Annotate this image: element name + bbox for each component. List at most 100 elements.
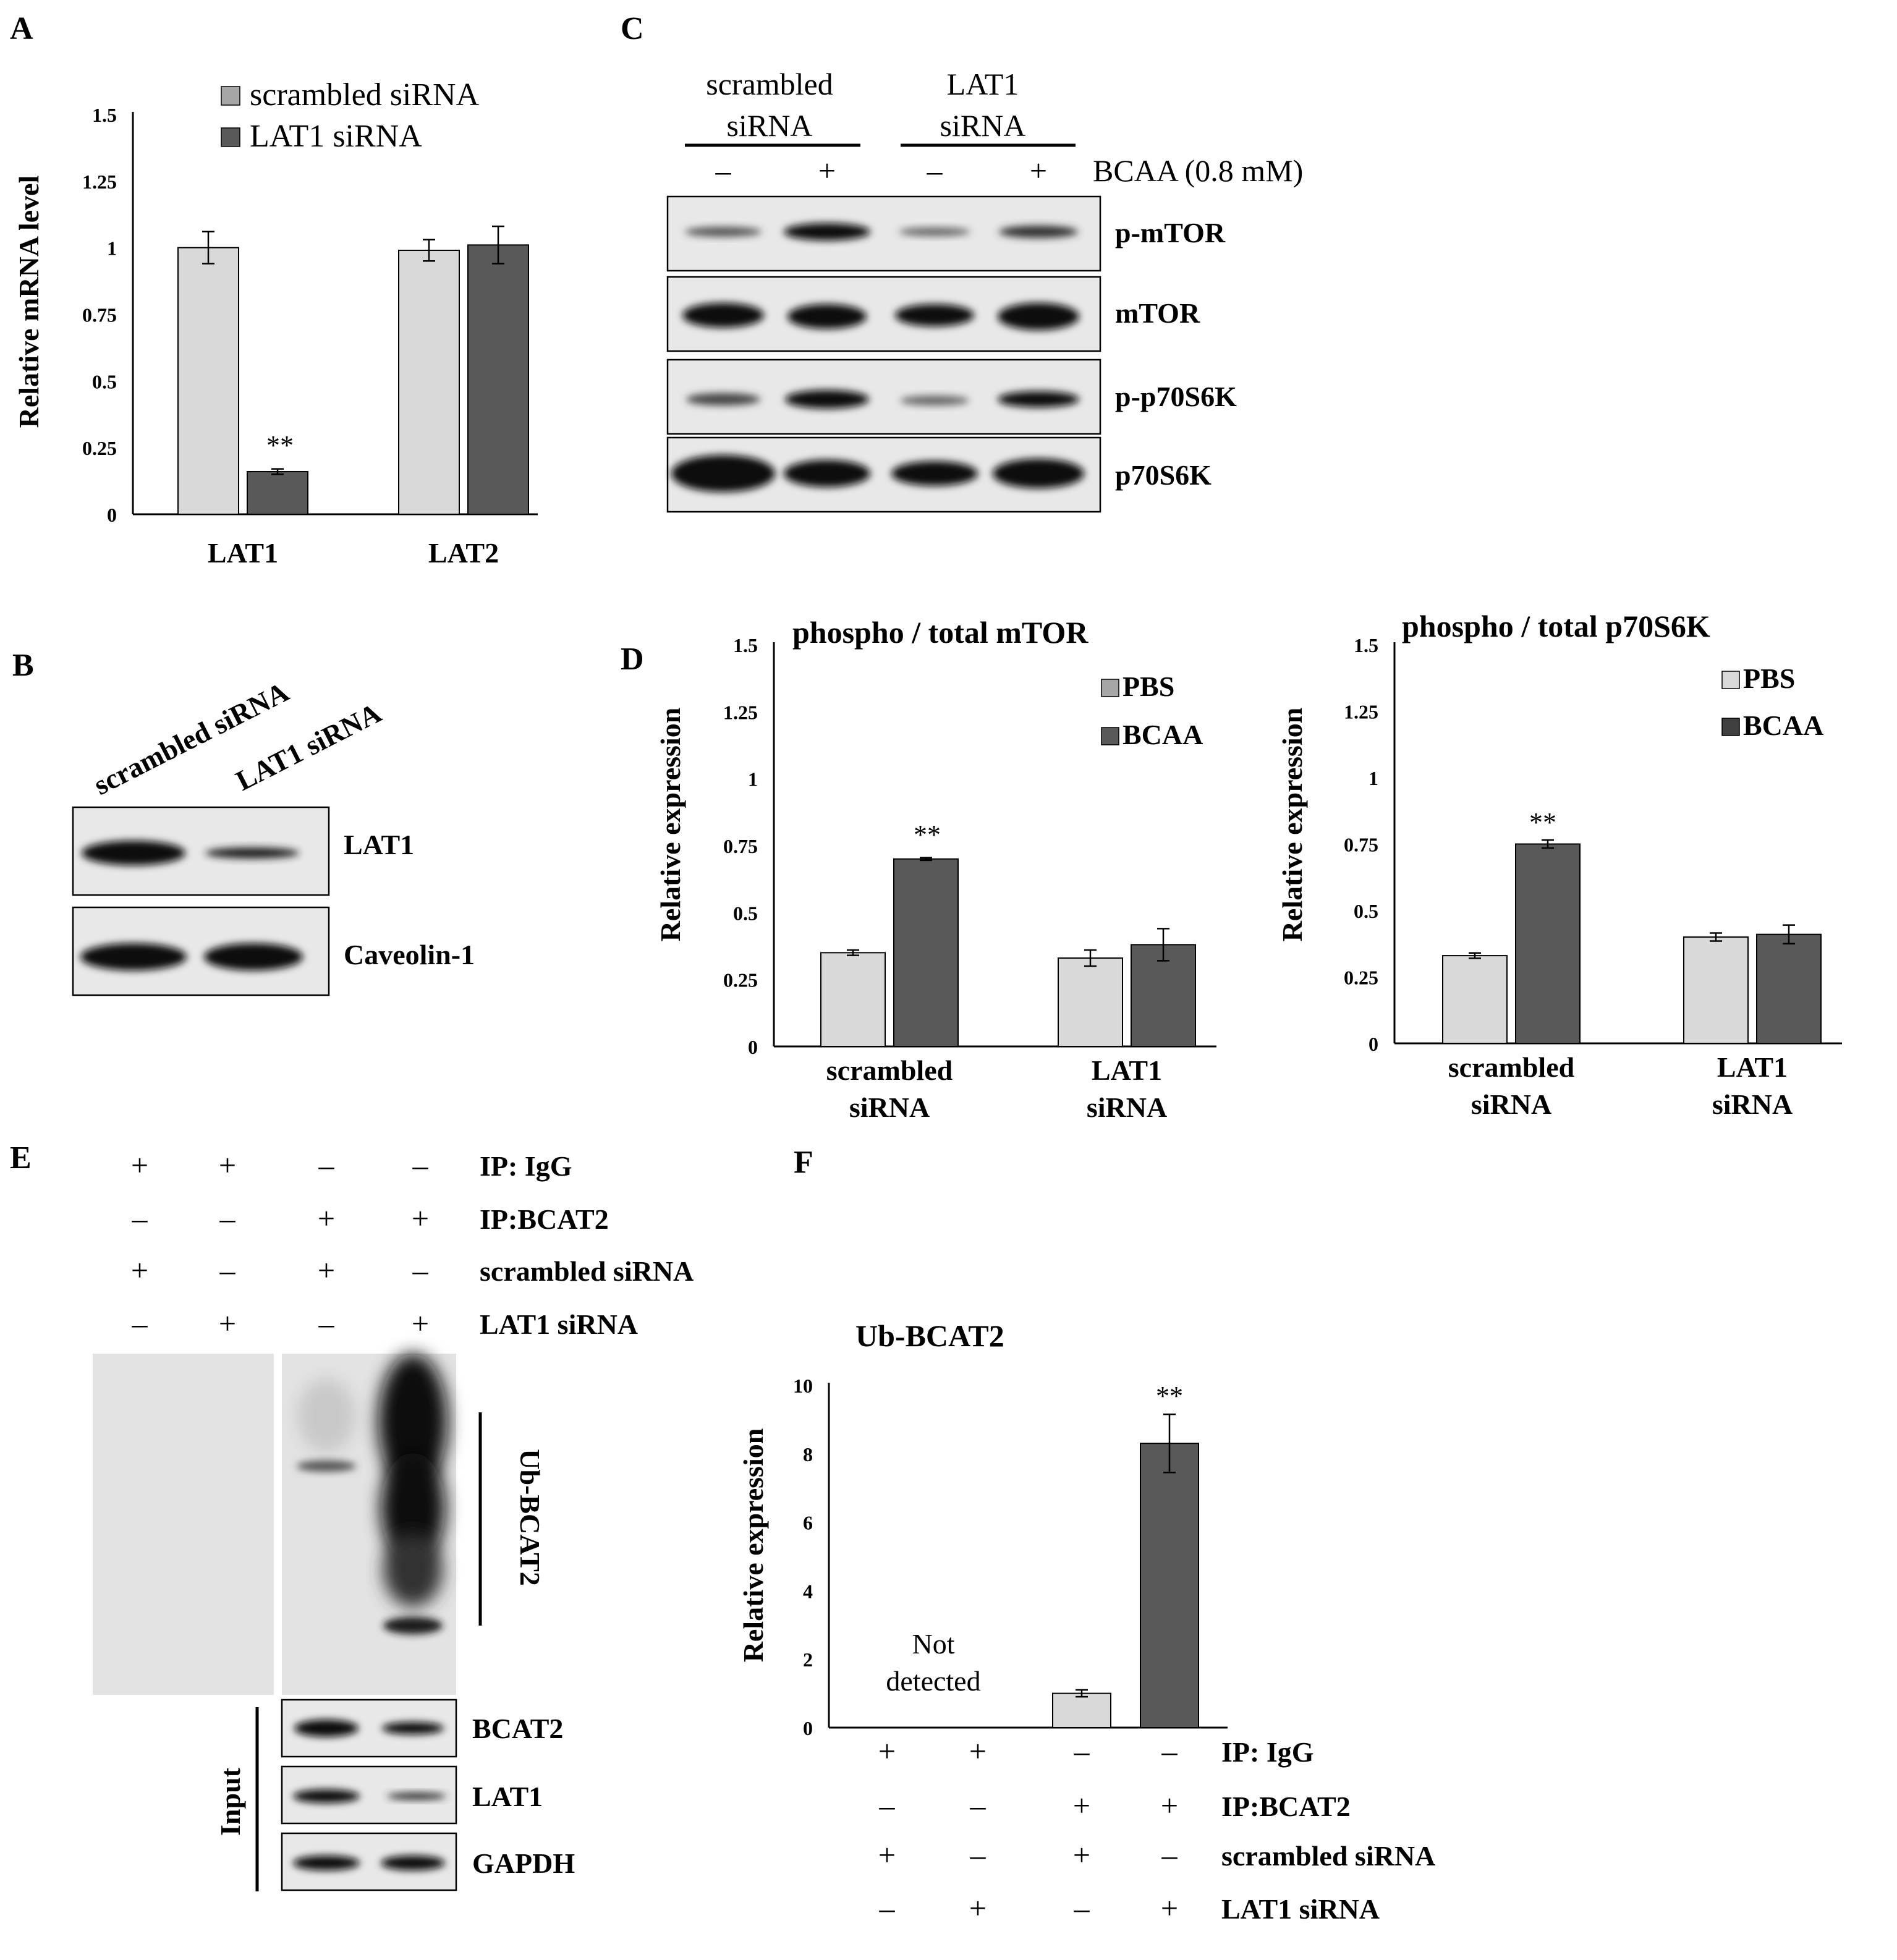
bar bbox=[177, 247, 239, 515]
band bbox=[80, 943, 187, 970]
condition-sign: – bbox=[412, 1148, 429, 1182]
chart-d-mtor-annotation: ** bbox=[914, 820, 941, 850]
smear bbox=[383, 1533, 443, 1607]
condition-sign: + bbox=[969, 1891, 987, 1925]
bar bbox=[1058, 957, 1123, 1047]
band bbox=[383, 1617, 443, 1634]
chart-a-legend: scrambled siRNA LAT1 siRNA bbox=[221, 77, 480, 154]
chart-f: Ub-BCAT2 Relative expression ** Not dete… bbox=[737, 1318, 1435, 1925]
condition-sign: – bbox=[1074, 1734, 1090, 1768]
y-tick-label: 1.5 bbox=[92, 104, 117, 126]
blot-b-label-caveolin: Caveolin-1 bbox=[344, 939, 475, 970]
y-tick-label: 0.75 bbox=[1344, 834, 1378, 856]
blot-c-label-mtor: mTOR bbox=[1115, 297, 1200, 329]
y-tick-label: 1.25 bbox=[1344, 701, 1378, 723]
y-tick-label: 8 bbox=[803, 1443, 813, 1466]
band bbox=[998, 391, 1079, 407]
y-tick-label: 1.25 bbox=[82, 171, 117, 193]
y-tick-label: 4 bbox=[803, 1580, 813, 1602]
smear bbox=[298, 1378, 355, 1453]
bar bbox=[1131, 944, 1196, 1048]
chart-a: Relative mRNA level scrambled siRNA LAT1… bbox=[13, 77, 538, 569]
band bbox=[297, 1461, 356, 1472]
y-tick-label: 1 bbox=[107, 237, 117, 260]
x-tick-label: siRNA bbox=[849, 1092, 930, 1123]
chart-d-p70s6k-ylabel: Relative expression bbox=[1276, 708, 1308, 942]
band bbox=[900, 396, 969, 405]
band bbox=[891, 461, 978, 486]
condition-sign: – bbox=[132, 1201, 148, 1236]
legend-label-bcaa: BCAA bbox=[1743, 710, 1823, 741]
panel-c-treatment-label: BCAA (0.8 mM) bbox=[1093, 153, 1303, 188]
legend-label-pbs: PBS bbox=[1743, 663, 1795, 694]
condition-sign: – bbox=[879, 1891, 896, 1925]
condition-sign: + bbox=[318, 1201, 335, 1236]
chart-f-row-label-3: scrambled siRNA bbox=[1221, 1840, 1435, 1872]
condition-sign: – bbox=[1074, 1891, 1090, 1925]
x-tick-label: LAT2 bbox=[428, 537, 499, 569]
bar bbox=[1052, 1692, 1111, 1729]
panel-c-group-1-line-2: siRNA bbox=[727, 108, 813, 143]
band bbox=[293, 1789, 360, 1803]
bar bbox=[1442, 955, 1508, 1044]
condition-sign: + bbox=[412, 1306, 429, 1341]
panel-c-sign-1: – bbox=[715, 153, 732, 188]
panel-c-sign-2: + bbox=[818, 153, 836, 188]
y-tick-label: 0.75 bbox=[723, 835, 758, 857]
band bbox=[204, 943, 303, 970]
legend-swatch-scrambled bbox=[221, 86, 240, 106]
smear bbox=[378, 1354, 448, 1490]
chart-d-p70s6k: phospho / total p70S6K Relative expressi… bbox=[1276, 609, 1842, 1120]
chart-d-mtor-legend: PBS BCAA bbox=[1101, 671, 1203, 750]
x-tick-label: LAT1 bbox=[208, 537, 278, 569]
panel-b: scrambled siRNA LAT1 siRNA LAT1 Caveolin… bbox=[72, 676, 475, 996]
chart-d-mtor-ylabel: Relative expression bbox=[655, 708, 686, 942]
condition-sign: – bbox=[132, 1306, 148, 1341]
blot-e-label-lat1: LAT1 bbox=[472, 1781, 543, 1812]
blot-e-igg bbox=[93, 1354, 274, 1695]
condition-sign: + bbox=[1161, 1788, 1178, 1823]
band bbox=[785, 390, 869, 409]
band bbox=[682, 303, 764, 328]
legend-swatch-lat1 bbox=[221, 127, 240, 147]
y-tick-label: 0.25 bbox=[1344, 967, 1378, 989]
y-tick-label: 1 bbox=[748, 768, 758, 791]
condition-sign: + bbox=[219, 1306, 236, 1341]
band bbox=[998, 303, 1079, 330]
legend-label-lat1: LAT1 siRNA bbox=[250, 119, 422, 154]
y-tick-label: 0.25 bbox=[723, 969, 758, 991]
y-tick-label: 2 bbox=[803, 1648, 813, 1671]
chart-d-mtor: phospho / total mTOR Relative expression… bbox=[655, 615, 1216, 1123]
condition-sign: + bbox=[131, 1148, 148, 1182]
chart-d-mtor-title: phospho / total mTOR bbox=[792, 615, 1089, 650]
panel-e-row-label-1: IP: IgG bbox=[480, 1150, 572, 1182]
condition-sign: + bbox=[878, 1734, 896, 1768]
condition-sign: – bbox=[219, 1201, 236, 1236]
band bbox=[784, 460, 870, 487]
band bbox=[82, 841, 185, 865]
panel-label-a: A bbox=[10, 11, 33, 46]
legend-swatch-pbs bbox=[1721, 671, 1740, 689]
chart-f-row-label-1: IP: IgG bbox=[1221, 1736, 1314, 1768]
y-tick-label: 0 bbox=[803, 1717, 813, 1739]
condition-sign: + bbox=[131, 1253, 148, 1288]
chart-a-annotation: ** bbox=[266, 430, 294, 460]
band bbox=[999, 226, 1078, 238]
x-tick-label: siRNA bbox=[1712, 1088, 1793, 1120]
condition-sign: – bbox=[879, 1788, 896, 1823]
blot-e-label-gapdh: GAPDH bbox=[472, 1848, 575, 1879]
ub-bracket-label: Ub-BCAT2 bbox=[514, 1449, 546, 1586]
panel-e-row-label-4: LAT1 siRNA bbox=[480, 1309, 638, 1340]
chart-f-ylabel: Relative expression bbox=[737, 1428, 769, 1663]
chart-f-row-label-4: LAT1 siRNA bbox=[1221, 1893, 1380, 1925]
y-tick-label: 0.25 bbox=[82, 437, 117, 459]
condition-sign: – bbox=[1161, 1734, 1178, 1768]
condition-sign: + bbox=[878, 1838, 896, 1872]
panel-label-c: C bbox=[621, 11, 644, 46]
bar bbox=[1756, 933, 1822, 1044]
panel-c: scrambled siRNA LAT1 siRNA – + – + BCAA … bbox=[666, 67, 1303, 513]
chart-f-signs: + + – – – – + + + – + – – + – + bbox=[878, 1734, 1178, 1925]
panel-e-signs: + + – – – – + + + – + – – + – + bbox=[131, 1148, 429, 1341]
blot-e-label-bcat2: BCAT2 bbox=[472, 1713, 563, 1744]
chart-d-p70s6k-annotation: ** bbox=[1529, 807, 1556, 838]
